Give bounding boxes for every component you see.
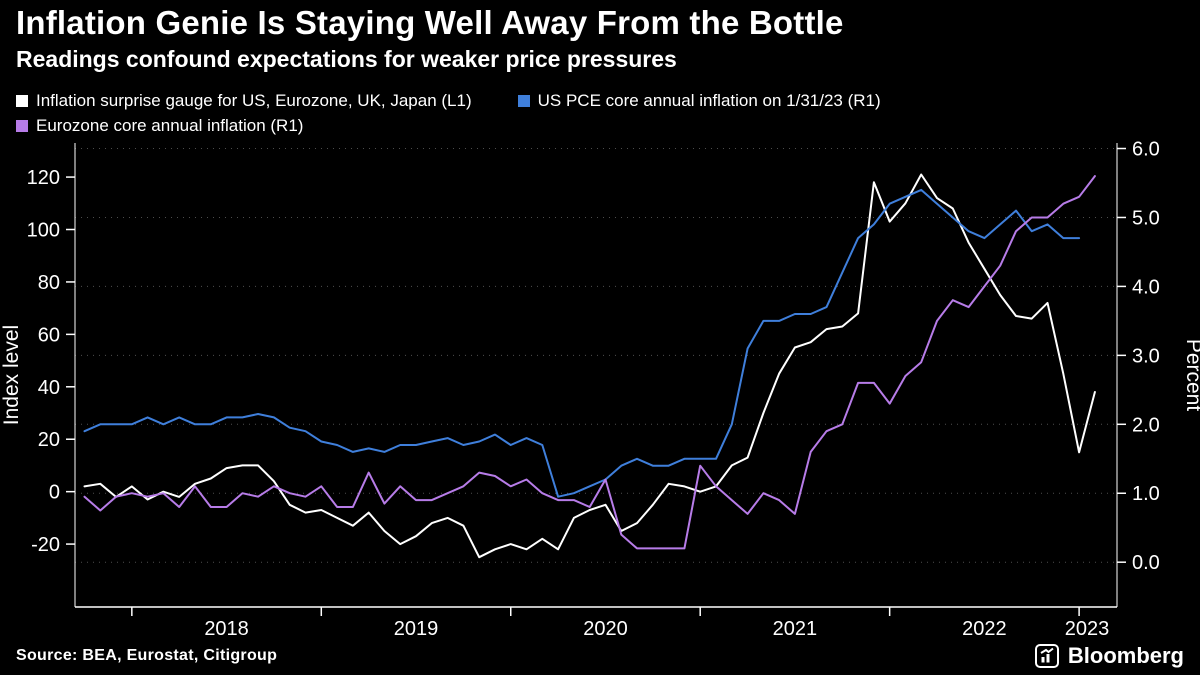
- series-line: [83, 188, 1081, 498]
- brand-wordmark: Bloomberg: [1067, 643, 1184, 668]
- legend-item-eurozone-core: Eurozone core annual inflation (R1): [16, 116, 303, 136]
- right-axis-tick-label: 1.0: [1132, 483, 1160, 505]
- legend-row-1: Inflation surprise gauge for US, Eurozon…: [16, 91, 1184, 111]
- left-axis-title: Index level: [0, 325, 23, 425]
- bloomberg-brand: Bloomberg: [1034, 643, 1184, 669]
- right-axis-tick-label: 2.0: [1132, 414, 1160, 436]
- series-line: [83, 173, 1096, 559]
- legend-item-surprise-gauge: Inflation surprise gauge for US, Eurozon…: [16, 91, 472, 111]
- left-axis-tick-label: 40: [38, 377, 60, 399]
- left-axis-tick-label: 100: [27, 220, 60, 242]
- chart-area: -20 0 20 40 60 80 100 120 0.0 1.0 2.0 3.0 4.0 5.0 6.0 2…: [0, 133, 1200, 643]
- right-axis-tick-label: 4.0: [1132, 276, 1160, 298]
- right-axis-title: Percent: [1182, 339, 1200, 412]
- year-label: 2018: [204, 618, 249, 638]
- year-label: 2022: [962, 618, 1007, 638]
- chart-legend: Inflation surprise gauge for US, Eurozon…: [16, 91, 1184, 141]
- legend-item-us-pce: US PCE core annual inflation on 1/31/23 …: [517, 91, 881, 111]
- blue-series-swatch-icon: [517, 95, 530, 107]
- inflation-line-chart: -20 0 20 40 60 80 100 120 0.0 1.0 2.0 3.0 4.0 5.0 6.0 2…: [0, 139, 1200, 640]
- right-axis-tick-label: 6.0: [1132, 139, 1160, 161]
- year-label: 2019: [394, 618, 439, 638]
- series-line: [83, 175, 1096, 550]
- left-axis-tick-label: 120: [27, 167, 60, 189]
- chart-header: Inflation Genie Is Staying Well Away Fro…: [16, 4, 1184, 73]
- legend-label: Eurozone core annual inflation (R1): [36, 116, 304, 135]
- source-attribution: Source: BEA, Eurostat, Citigroup: [16, 647, 278, 664]
- year-label: 2020: [583, 618, 628, 638]
- purple-series-swatch-icon: [16, 120, 28, 132]
- page-subtitle: Readings confound expectations for weake…: [16, 45, 677, 72]
- right-axis-tick-label: 3.0: [1132, 345, 1160, 367]
- left-axis-tick-label: 80: [38, 272, 60, 294]
- chart-footer: Source: BEA, Eurostat, Citigroup Bloombe…: [0, 637, 1200, 675]
- left-axis-tick-label: 60: [38, 324, 60, 346]
- right-axis-tick-label: 5.0: [1132, 207, 1160, 229]
- left-axis-tick-label: 20: [38, 429, 60, 451]
- right-axis-tick-label: 0.0: [1132, 552, 1160, 574]
- year-label: 2023: [1065, 618, 1110, 638]
- bloomberg-logo-icon: [1034, 644, 1059, 668]
- white-series-swatch-icon: [16, 95, 28, 107]
- legend-label: US PCE core annual inflation on 1/31/23 …: [537, 91, 881, 110]
- page-title: Inflation Genie Is Staying Well Away Fro…: [16, 4, 844, 41]
- legend-label: Inflation surprise gauge for US, Eurozon…: [36, 91, 472, 110]
- left-axis-tick-label: 0: [49, 482, 60, 504]
- left-axis-tick-label: -20: [31, 534, 60, 556]
- year-label: 2021: [773, 618, 818, 638]
- legend-row-2: Eurozone core annual inflation (R1): [16, 116, 1184, 136]
